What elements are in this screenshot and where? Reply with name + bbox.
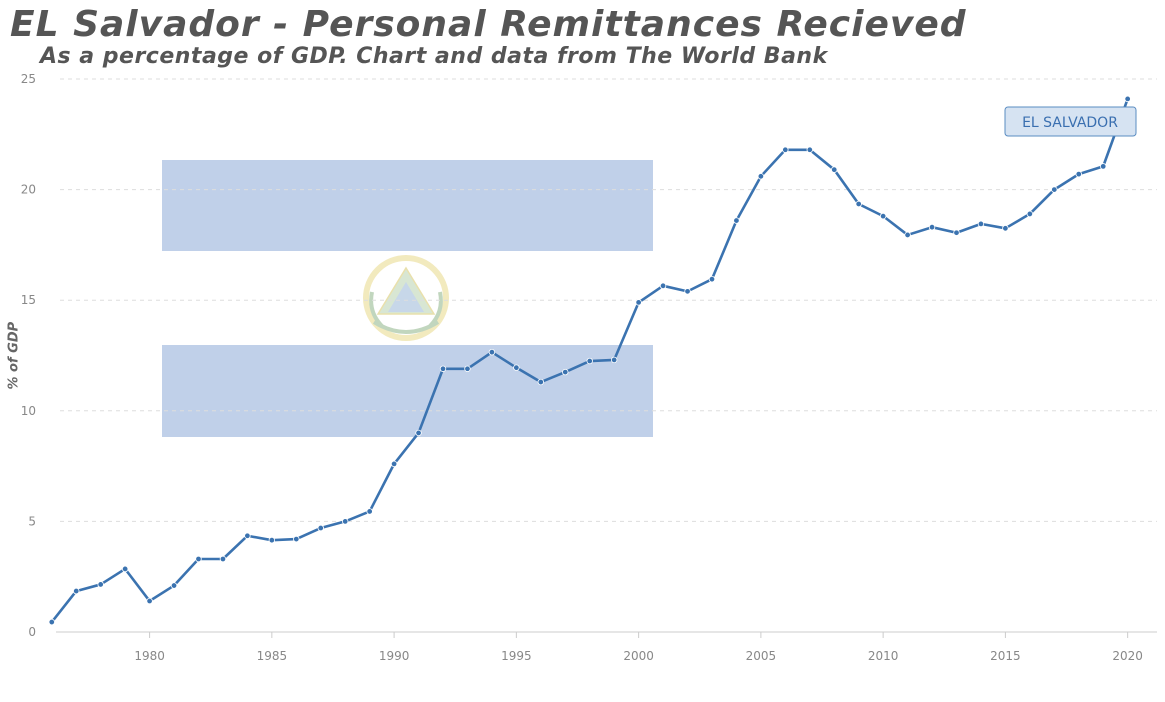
x-tick-label-1985: 1985 (257, 649, 288, 663)
data-point-2018 (1075, 170, 1082, 178)
data-point-1994 (488, 348, 496, 356)
data-point-1977 (73, 587, 80, 595)
data-point-1985 (268, 537, 276, 544)
data-point-2013 (953, 229, 960, 236)
data-point-1976 (48, 618, 55, 626)
data-point-1997 (562, 368, 569, 376)
data-point-2016 (1026, 210, 1034, 218)
data-point-2019 (1100, 163, 1107, 170)
data-point-1983 (219, 555, 227, 563)
data-point-1996 (537, 378, 545, 386)
data-point-2004 (733, 217, 740, 224)
data-point-2008 (831, 166, 838, 173)
data-point-2006 (782, 146, 789, 153)
data-point-1981 (170, 582, 178, 589)
data-point-2012 (928, 224, 936, 231)
data-point-2010 (879, 212, 887, 220)
data-point-2017 (1051, 186, 1058, 193)
x-tick-label-1980: 1980 (134, 649, 165, 663)
data-point-1986 (293, 535, 300, 543)
data-point-2014 (977, 220, 985, 228)
flag-watermark (162, 160, 653, 437)
data-point-1993 (464, 365, 471, 372)
flag-bottom-stripe (162, 345, 653, 437)
series-label-box (1004, 106, 1137, 137)
y-tick-label-10: 10 (21, 404, 36, 418)
x-tick-label-2000: 2000 (623, 649, 654, 663)
series-label: EL SALVADOR (1004, 106, 1137, 137)
x-tick-label-2015: 2015 (990, 649, 1021, 663)
data-point-1980 (146, 597, 153, 605)
coat-of-arms-emblem (363, 255, 449, 341)
chart-subtitle: As a percentage of GDP. Chart and data f… (40, 44, 828, 69)
x-tick-label-1990: 1990 (379, 649, 410, 663)
y-axis: 0 5 10 15 20 25 (21, 72, 36, 639)
x-tick-label-2005: 2005 (746, 649, 777, 663)
x-axis: 1980 1985 1990 1995 2000 2005 2010 2015 2020 (56, 631, 1157, 663)
x-tick-label-2010: 2010 (868, 649, 899, 663)
data-point-2011 (904, 231, 911, 239)
data-point-1992 (439, 365, 447, 372)
data-point-2007 (806, 146, 813, 153)
data-point-1999 (610, 356, 618, 364)
flag-top-stripe (162, 160, 653, 251)
data-point-2002 (684, 288, 691, 295)
x-tick-label-2020: 2020 (1112, 649, 1143, 663)
chart-title: EL Salvador - Personal Remittances Recie… (10, 4, 967, 45)
y-tick-label-25: 25 (21, 72, 36, 86)
data-point-1998 (586, 357, 593, 365)
data-point-2001 (659, 282, 667, 290)
x-tick-label-1995: 1995 (501, 649, 532, 663)
y-tick-label-5: 5 (28, 514, 36, 528)
data-point-2020 (1124, 95, 1131, 103)
series-label-text: EL SALVADOR (1022, 115, 1118, 131)
data-point-1987 (317, 524, 324, 532)
data-point-2003 (708, 275, 716, 283)
data-point-1995 (513, 364, 520, 371)
data-point-1991 (415, 429, 422, 437)
data-point-2000 (635, 299, 642, 306)
data-point-1990 (390, 460, 398, 468)
data-point-1979 (121, 565, 129, 573)
y-tick-label-20: 20 (21, 183, 36, 197)
y-tick-label-0: 0 (28, 625, 36, 639)
data-point-1984 (244, 532, 251, 539)
data-point-1988 (342, 518, 349, 525)
grid-lines (60, 78, 1157, 522)
data-point-1982 (195, 555, 202, 563)
y-tick-label-15: 15 (21, 293, 36, 307)
data-point-1989 (366, 508, 373, 515)
data-point-2015 (1002, 225, 1009, 232)
series-el-salvador (48, 95, 1131, 626)
data-point-1978 (97, 581, 104, 588)
data-point-2009 (855, 200, 862, 208)
data-point-2005 (757, 173, 765, 180)
